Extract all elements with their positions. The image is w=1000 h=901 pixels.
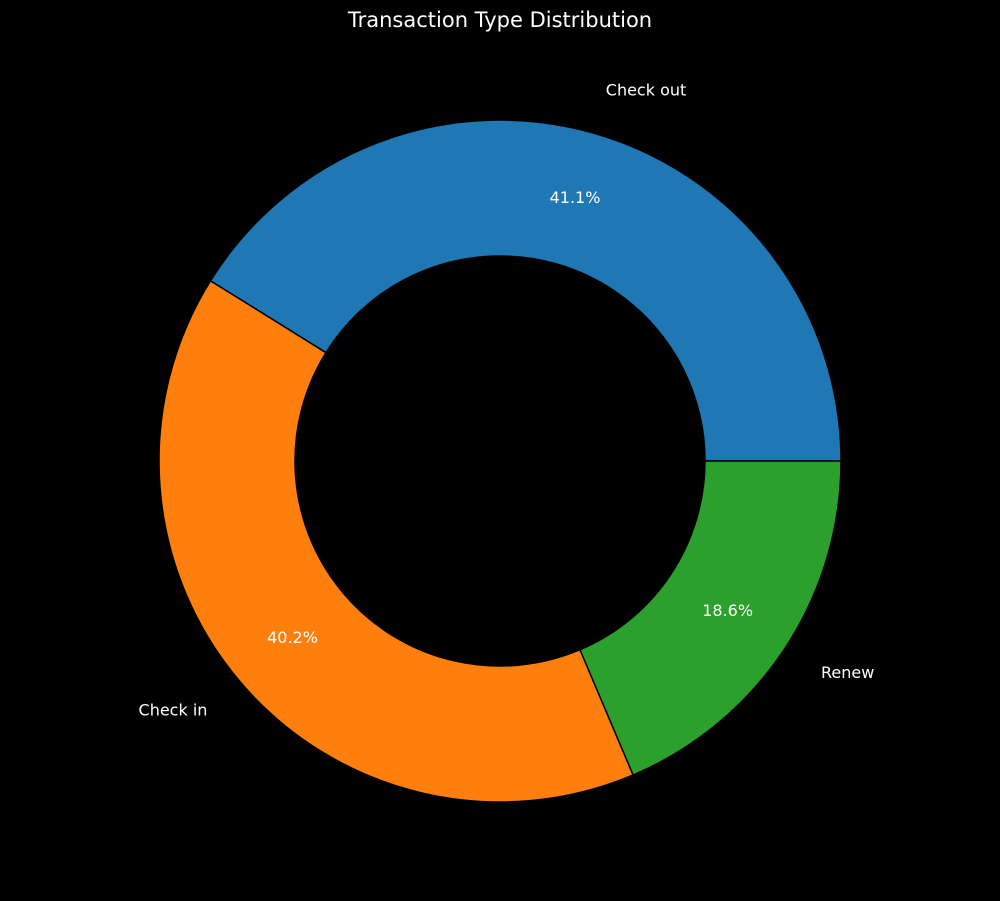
- slice-check-out: [210, 120, 841, 461]
- slice-label: Check out: [606, 80, 687, 99]
- percent-label: 18.6%: [702, 601, 753, 620]
- slice-check-in: [159, 281, 633, 802]
- chart-title: Transaction Type Distribution: [347, 8, 652, 32]
- percent-label: 41.1%: [550, 188, 601, 207]
- slices-group: [159, 120, 841, 802]
- percent-label: 40.2%: [267, 628, 318, 647]
- slice-label: Renew: [821, 663, 874, 682]
- slice-label: Check in: [139, 701, 208, 720]
